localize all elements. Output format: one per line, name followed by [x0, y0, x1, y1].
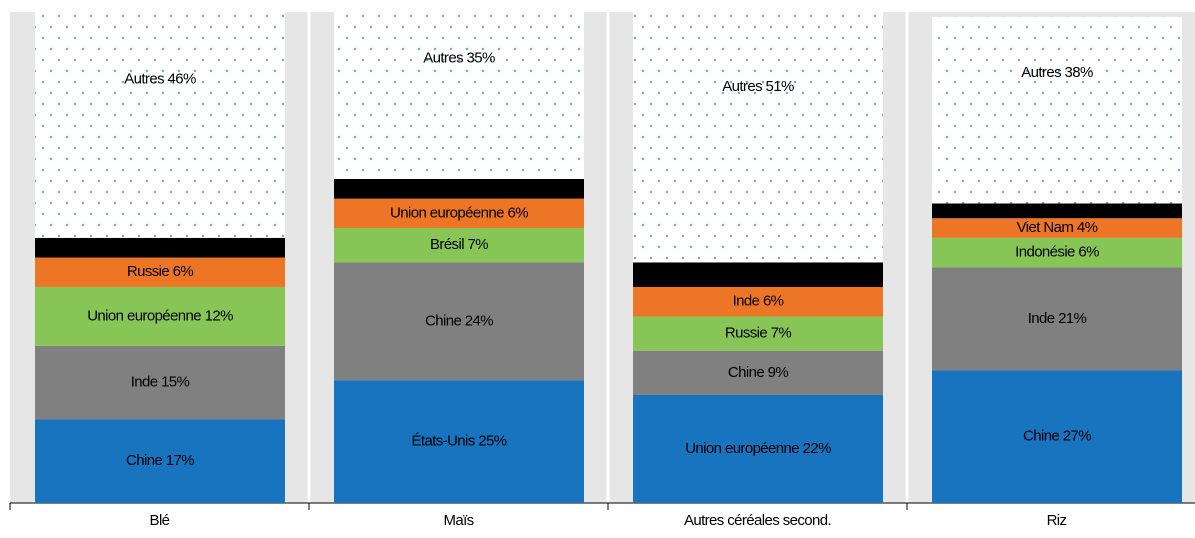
bar-segment: [633, 12, 883, 263]
bar-segment: [334, 262, 584, 381]
segment-label: Philippines 3%: [1012, 202, 1102, 219]
segment-label: Pakistan 4%: [122, 239, 199, 256]
segment-label: Union européenne 22%: [685, 440, 831, 457]
bar-segment: [35, 257, 285, 287]
bar-segment: [633, 262, 883, 287]
segment-label: Brésil 7%: [430, 236, 488, 253]
segment-label: Inde 15%: [131, 374, 190, 391]
bar-segment: [932, 370, 1182, 503]
bar-segment: [633, 286, 883, 317]
segment-label: Russie 7%: [725, 325, 792, 342]
segment-label: Chine 27%: [1023, 428, 1091, 445]
segment-label: Mexique 4%: [421, 180, 498, 197]
bar-segment: [932, 267, 1182, 371]
bar-segment: [334, 178, 584, 199]
segment-label: Inde 6%: [733, 293, 784, 310]
segment-label: Inde 21%: [1028, 310, 1087, 327]
x-tick-label: Maïs: [443, 512, 473, 529]
segment-label: Autres 38%: [1021, 64, 1093, 81]
bar-segment: [334, 7, 584, 179]
bar-segment: [334, 380, 584, 503]
segment-label: Union européenne 12%: [87, 307, 233, 324]
bar-segment: [35, 345, 285, 420]
bar-segment: [633, 316, 883, 351]
segment-label: Union européenne 6%: [390, 204, 528, 221]
segment-label: Chine 24%: [425, 312, 493, 329]
segment-label: Indonésie 6%: [1015, 244, 1099, 261]
bar-segment: [334, 228, 584, 263]
segment-label: Chine 17%: [126, 452, 194, 469]
segment-label: États-Unis 25%: [412, 433, 507, 450]
bar-segment: [35, 12, 285, 238]
bar-segment: [932, 16, 1182, 204]
segment-label: Autres 46%: [124, 71, 196, 88]
x-tick-label: Autres céréales second.: [684, 512, 831, 529]
segment-label: Ethiopie 5%: [721, 266, 795, 283]
segment-label: Russie 6%: [127, 263, 194, 280]
bar-segment: [932, 203, 1182, 219]
bar-segment: [35, 237, 285, 258]
panel-separator: [307, 12, 311, 503]
bar-segment: [633, 350, 883, 395]
bar-segment: [932, 237, 1182, 268]
x-tick-label: Blé: [150, 512, 170, 529]
bar-segment: [35, 419, 285, 503]
segment-label: Chine 9%: [728, 364, 789, 381]
segment-label: Autres 35%: [423, 50, 495, 67]
panel-separator: [905, 12, 909, 503]
bar-segment: [35, 286, 285, 346]
bar-segment: [633, 394, 883, 503]
panel-separator: [606, 12, 610, 503]
x-tick-label: Riz: [1047, 512, 1067, 529]
bar-segment: [334, 198, 584, 229]
segment-label: Viet Nam 4%: [1017, 219, 1098, 236]
segment-label: Autres 51%: [722, 78, 794, 95]
bar-segment: [932, 218, 1182, 238]
